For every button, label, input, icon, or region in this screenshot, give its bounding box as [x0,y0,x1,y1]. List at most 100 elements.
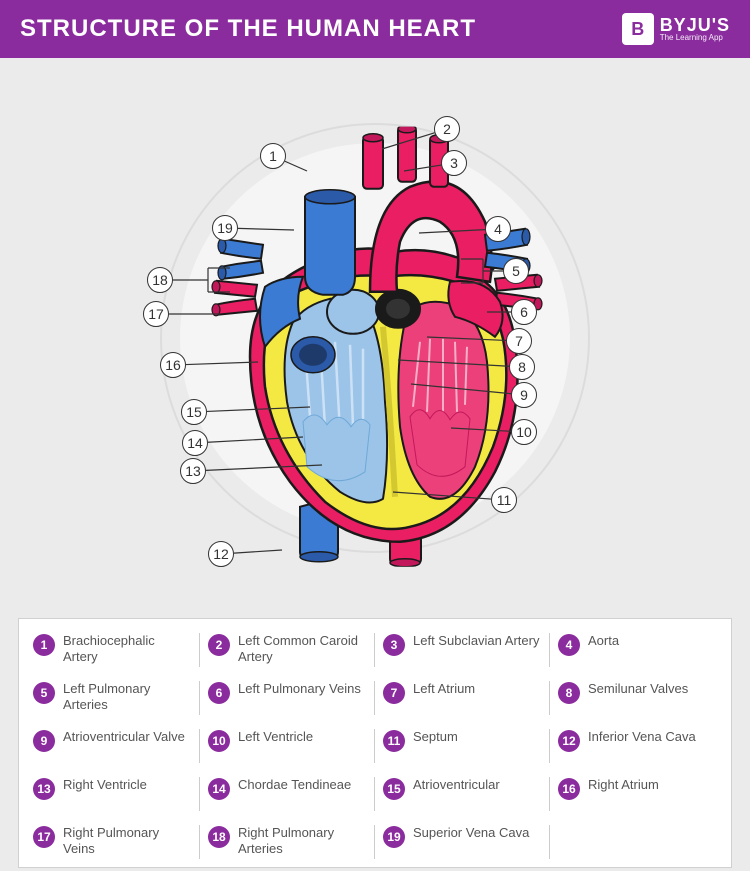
callout-3: 3 [441,150,467,176]
legend-item-19: 19 Superior Vena Cava [375,825,550,859]
legend-label: Left Common Caroid Artery [238,633,366,666]
legend-item-5: 5 Left Pulmonary Arteries [25,681,200,715]
legend-badge: 4 [558,634,580,656]
callout-12: 12 [208,541,234,567]
legend-grid: 1 Brachiocephalic Artery 2 Left Common Caro… [18,618,732,868]
leader-1 [285,161,307,171]
legend-badge: 10 [208,730,230,752]
legend-item-16: 16 Right Atrium [550,777,725,811]
legend-badge: 12 [558,730,580,752]
legend-label: Inferior Vena Cava [588,729,696,745]
leader-10 [451,428,511,431]
legend-label: Left Subclavian Artery [413,633,539,649]
legend-label: Septum [413,729,458,745]
leader-8 [398,360,509,366]
legend-badge: 18 [208,826,230,848]
legend-badge: 17 [33,826,55,848]
legend-item-2: 2 Left Common Caroid Artery [200,633,375,667]
legend-badge: 14 [208,778,230,800]
page-title: STRUCTURE OF THE HUMAN HEART [20,15,476,43]
callout-15: 15 [181,399,207,425]
callout-14: 14 [182,430,208,456]
legend-badge: 5 [33,682,55,704]
legend-label: Chordae Tendineae [238,777,351,793]
legend-item-18: 18 Right Pulmonary Arteries [200,825,375,859]
leader-3 [404,165,441,171]
leader-19 [238,228,294,230]
legend-label: Semilunar Valves [588,681,688,697]
leader-7 [427,337,506,340]
leader-12 [234,550,282,553]
callout-5: 5 [503,258,529,284]
callout-16: 16 [160,352,186,378]
leader-16 [186,362,258,365]
legend-label: Left Ventricle [238,729,313,745]
legend-label: Right Atrium [588,777,659,793]
legend-badge: 9 [33,730,55,752]
legend-badge: 16 [558,778,580,800]
legend-label: Right Ventricle [63,777,147,793]
legend-badge: 11 [383,730,405,752]
legend-item-6: 6 Left Pulmonary Veins [200,681,375,715]
callout-1: 1 [260,143,286,169]
callout-9: 9 [511,382,537,408]
legend-label: Left Pulmonary Veins [238,681,361,697]
legend-badge: 15 [383,778,405,800]
legend-label: Left Pulmonary Arteries [63,681,191,714]
legend-label: Atrioventricular [413,777,500,793]
legend-item-13: 13 Right Ventricle [25,777,200,811]
leader-2 [382,133,435,149]
legend-badge: 19 [383,826,405,848]
legend-badge: 1 [33,634,55,656]
callout-18: 18 [147,267,173,293]
leader-13 [206,465,322,470]
callout-11: 11 [491,487,517,513]
legend-badge: 2 [208,634,230,656]
leader-18 [173,268,230,292]
leader-11 [393,492,491,499]
legend-label: Right Pulmonary Veins [63,825,191,858]
legend-label: Aorta [588,633,619,649]
callout-19: 19 [212,215,238,241]
callout-6: 6 [511,299,537,325]
legend-badge: 7 [383,682,405,704]
callout-4: 4 [485,216,511,242]
legend-label: Superior Vena Cava [413,825,529,841]
leader-4 [419,230,485,233]
leader-5 [461,259,503,283]
callout-8: 8 [509,354,535,380]
legend-item-11: 11 Septum [375,729,550,763]
diagram-area: 12345678910111213141516171819 [0,58,750,618]
callout-13: 13 [180,458,206,484]
callout-17: 17 [143,301,169,327]
callout-7: 7 [506,328,532,354]
legend-item-1: 1 Brachiocephalic Artery [25,633,200,667]
callout-10: 10 [511,419,537,445]
callout-2: 2 [434,116,460,142]
legend-item-14: 14 Chordae Tendineae [200,777,375,811]
legend-item-8: 8 Semilunar Valves [550,681,725,715]
legend-item-12: 12 Inferior Vena Cava [550,729,725,763]
legend-item-10: 10 Left Ventricle [200,729,375,763]
legend-badge: 13 [33,778,55,800]
legend-item-17: 17 Right Pulmonary Veins [25,825,200,859]
leader-14 [208,437,303,442]
legend-item-4: 4 Aorta [550,633,725,667]
logo-mark: B [622,13,654,45]
header-bar: STRUCTURE OF THE HUMAN HEART B BYJU'S Th… [0,0,750,58]
legend-label: Brachiocephalic Artery [63,633,191,666]
leader-lines [0,58,750,618]
legend-label: Atrioventricular Valve [63,729,185,745]
logo-name: BYJU'S [660,16,730,34]
legend-item-3: 3Left Subclavian Artery [375,633,550,667]
legend-label: Right Pulmonary Arteries [238,825,366,858]
leader-9 [411,384,511,394]
legend-item-9: 9 Atrioventricular Valve [25,729,200,763]
brand-logo: B BYJU'S The Learning App [622,13,730,45]
legend-badge: 8 [558,682,580,704]
leader-15 [207,407,310,411]
legend-item-15: 15 Atrioventricular [375,777,550,811]
legend-badge: 6 [208,682,230,704]
logo-tagline: The Learning App [660,34,730,42]
legend-item-7: 7Left Atrium [375,681,550,715]
